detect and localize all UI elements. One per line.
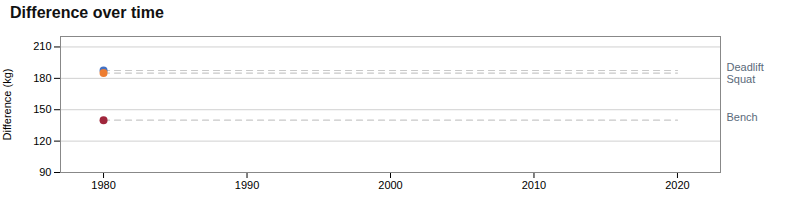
svg-text:2010: 2010 [522,179,546,191]
svg-text:Squat: Squat [727,73,756,85]
svg-text:1990: 1990 [235,179,259,191]
svg-text:150: 150 [33,103,51,115]
svg-text:1980: 1980 [91,179,115,191]
svg-text:180: 180 [33,72,51,84]
svg-text:210: 210 [33,40,51,52]
svg-text:Bench: Bench [727,111,758,123]
svg-text:2000: 2000 [378,179,402,191]
svg-text:Deadlift: Deadlift [727,61,764,73]
html-text:Difference over time: Difference over time [10,4,164,21]
svg-text:2020: 2020 [665,179,689,191]
svg-text:Difference (kg): Difference (kg) [1,69,13,141]
svg-text:90: 90 [39,166,51,178]
svg-text:120: 120 [33,135,51,147]
